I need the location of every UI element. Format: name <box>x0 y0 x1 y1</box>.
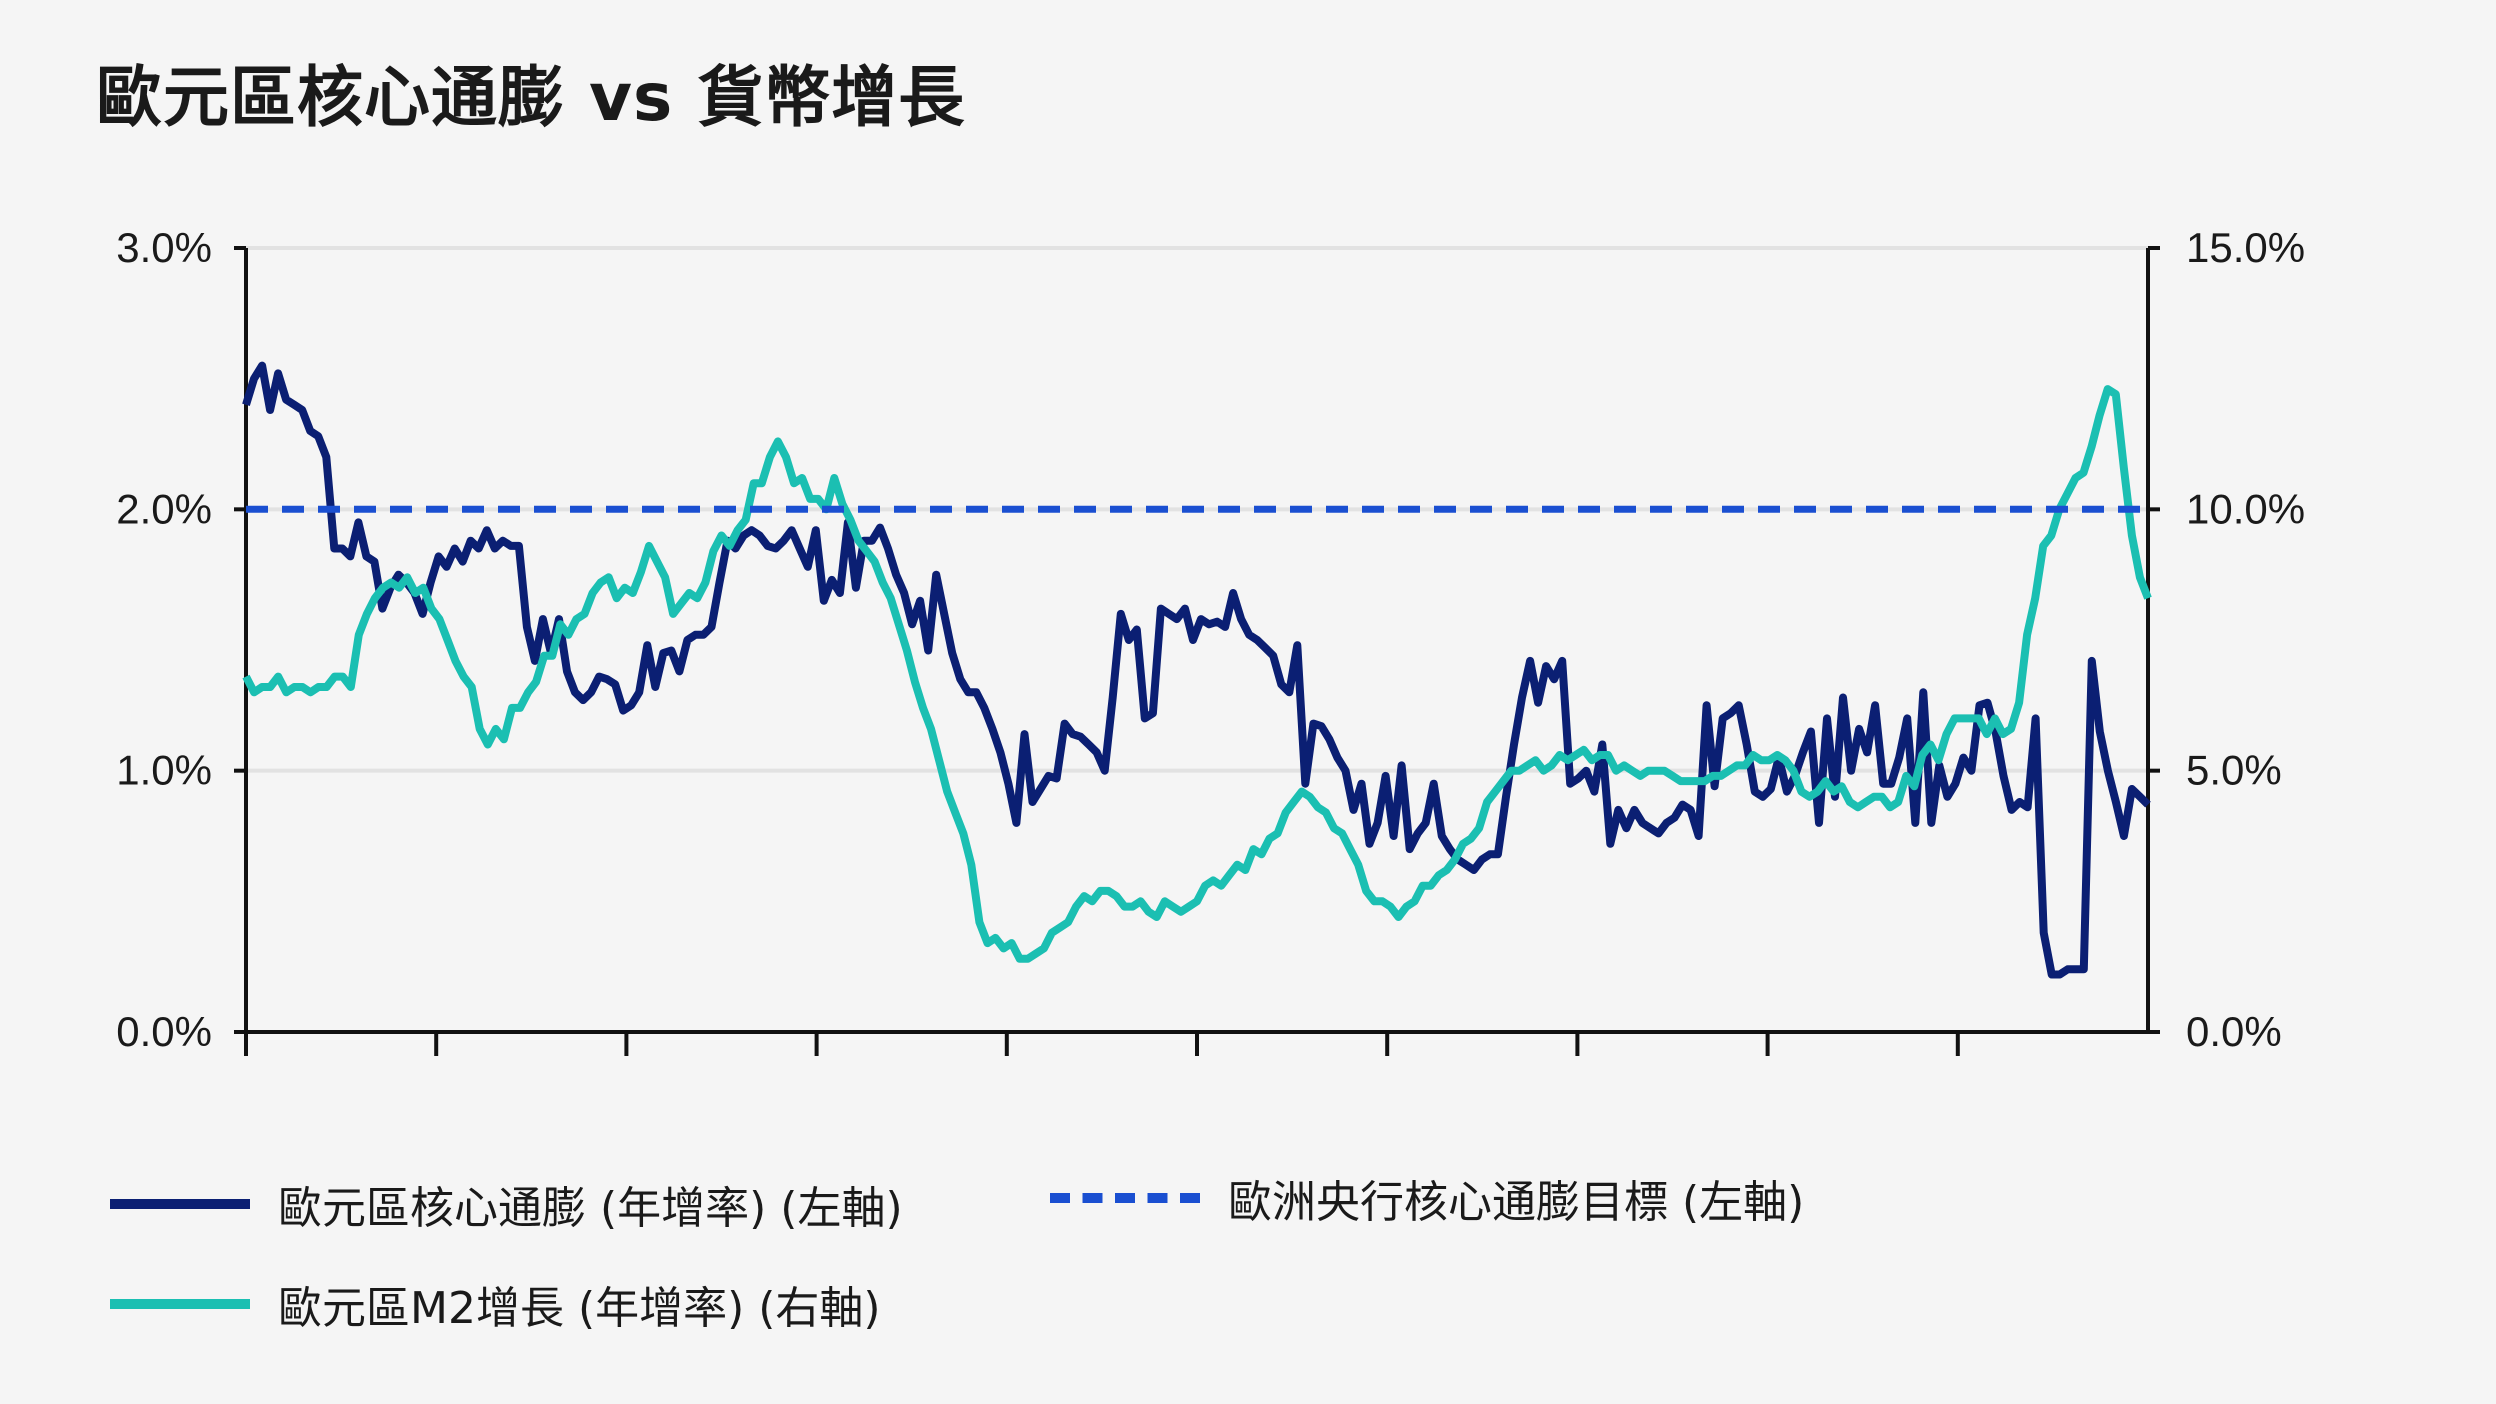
left-tick-labels: 0.0% 1.0% 2.0% 3.0% <box>116 224 212 1055</box>
series-lines <box>242 361 2152 979</box>
chart-title: 歐元區核心通膨 vs 貨幣增長 <box>96 59 966 136</box>
legend-swatch-m2 <box>110 1299 250 1309</box>
right-tick-labels: 0.0% 5.0% 10.0% 15.0% <box>2186 224 2305 1055</box>
legend-swatch-core <box>110 1199 250 1209</box>
left-tick-label-1: 1.0% <box>116 747 212 794</box>
right-tick-label-0: 0.0% <box>2186 1008 2282 1055</box>
right-tick-label-3: 15.0% <box>2186 224 2305 271</box>
series-line-core <box>242 361 2151 979</box>
legend-label-core: 歐元區核心通膨 (年增率) (左軸) <box>278 1183 903 1234</box>
left-tick-label-3: 3.0% <box>116 224 212 271</box>
legend-item-core: 歐元區核心通膨 (年增率) (左軸) <box>110 1172 903 1236</box>
legend-label-target: 歐洲央行核心通膨目標 (左軸) <box>1228 1177 1805 1228</box>
legend-swatch-target <box>1050 1193 1200 1203</box>
axes <box>234 246 2160 1056</box>
legend-item-m2: 歐元區M2增長 (年增率) (右軸) <box>110 1272 881 1336</box>
series-line-m2 <box>242 385 2152 963</box>
right-tick-label-1: 5.0% <box>2186 747 2282 794</box>
right-tick-label-2: 10.0% <box>2186 485 2305 532</box>
left-tick-label-2: 2.0% <box>116 485 212 532</box>
legend-label-m2: 歐元區M2增長 (年增率) (右軸) <box>278 1283 881 1334</box>
legend-item-target: 歐洲央行核心通膨目標 (左軸) <box>1050 1166 1804 1230</box>
left-tick-label-0: 0.0% <box>116 1008 212 1055</box>
